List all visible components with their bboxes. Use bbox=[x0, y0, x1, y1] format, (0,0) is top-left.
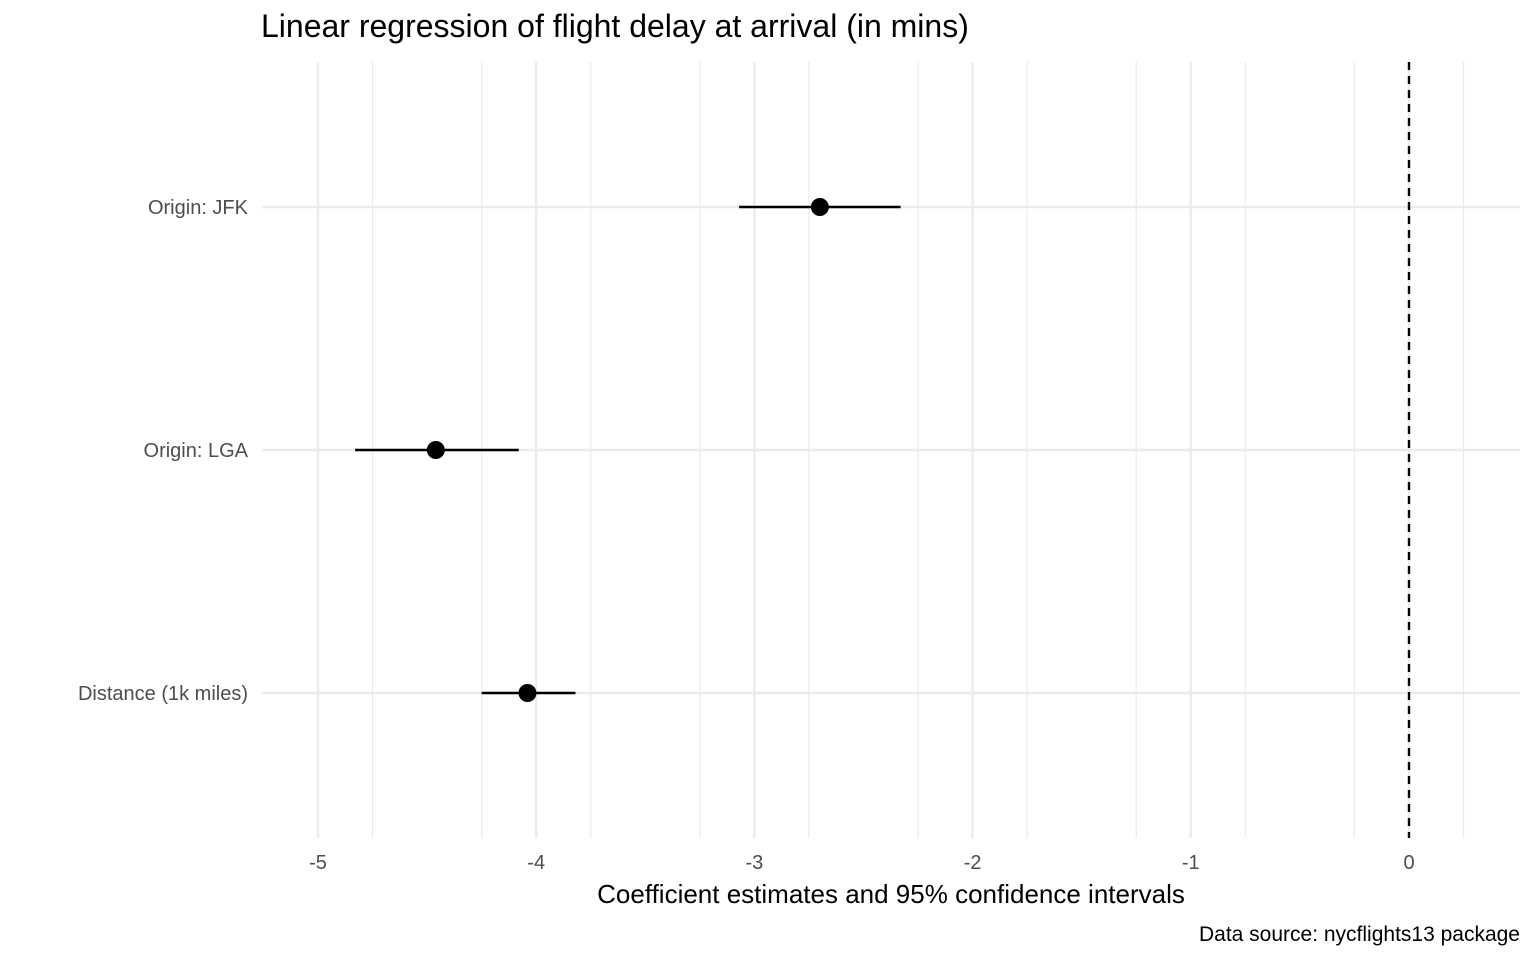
y-tick-label: Origin: LGA bbox=[144, 440, 249, 462]
x-tick-label: 0 bbox=[1403, 852, 1414, 874]
marks-layer bbox=[355, 62, 1411, 838]
x-axis-title: Coefficient estimates and 95% confidence… bbox=[597, 879, 1185, 909]
grid-layer bbox=[262, 62, 1520, 838]
estimate-point bbox=[810, 198, 829, 216]
chart-caption: Data source: nycflights13 package bbox=[1199, 923, 1520, 946]
x-tick-label: -1 bbox=[1182, 852, 1200, 874]
y-tick-label: Distance (1k miles) bbox=[78, 683, 248, 705]
chart-title: Linear regression of flight delay at arr… bbox=[261, 8, 969, 44]
x-tick-label: -4 bbox=[527, 852, 545, 874]
y-tick-label: Origin: JFK bbox=[148, 197, 249, 219]
x-tick-label: -5 bbox=[309, 852, 327, 874]
x-tick-label: -2 bbox=[964, 852, 982, 874]
x-tick-label: -3 bbox=[746, 852, 764, 874]
labels-layer: Origin: JFK Origin: LGA Distance (1k miles… bbox=[78, 197, 1415, 874]
estimate-point bbox=[426, 441, 445, 459]
estimate-point bbox=[518, 684, 537, 702]
